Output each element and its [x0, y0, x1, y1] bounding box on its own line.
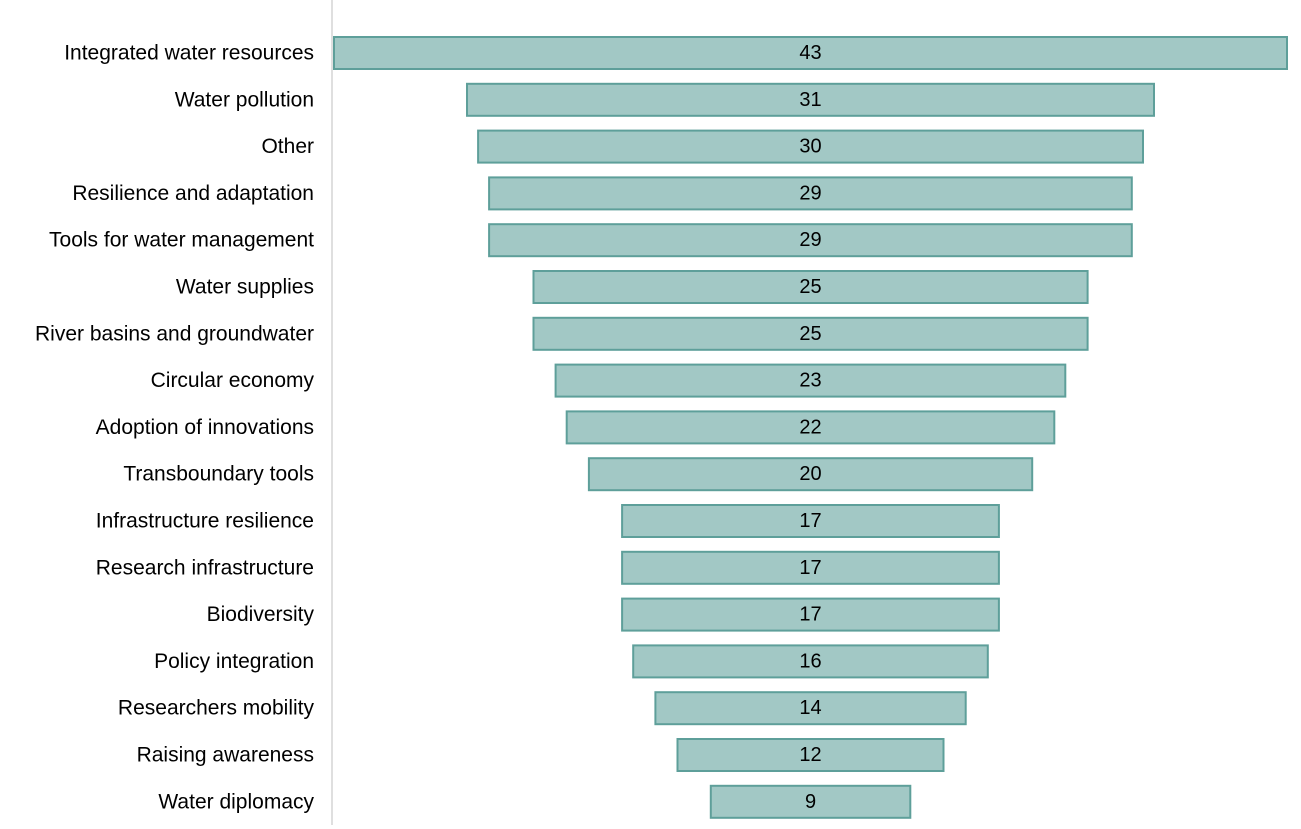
category-label: Researchers mobility — [118, 697, 315, 720]
bar-value-label: 16 — [799, 650, 821, 672]
category-label: Water diplomacy — [158, 790, 314, 813]
category-label: Tools for water management — [49, 229, 314, 252]
category-label: Policy integration — [154, 650, 314, 673]
category-label: Raising awareness — [137, 744, 314, 767]
bar — [532, 316, 1089, 351]
bar-value-label: 25 — [799, 323, 821, 345]
category-label: Resilience and adaptation — [72, 182, 314, 205]
bar-value-label: 43 — [799, 42, 821, 64]
bar — [632, 644, 989, 679]
category-label: Research infrastructure — [96, 556, 314, 579]
category-label: Other — [261, 135, 314, 158]
bar — [333, 36, 1288, 70]
bar-value-label: 31 — [799, 89, 821, 111]
category-label: Biodiversity — [207, 603, 315, 626]
category-label: River basins and groundwater — [35, 322, 314, 345]
category-label: Circular economy — [151, 369, 315, 392]
bar — [654, 691, 967, 726]
bar — [621, 550, 1000, 585]
bar — [587, 457, 1034, 492]
bar-value-label: 20 — [799, 463, 821, 485]
bar-value-label: 25 — [799, 276, 821, 298]
bar — [532, 270, 1089, 304]
category-label: Infrastructure resilience — [96, 510, 314, 533]
bar — [488, 223, 1133, 258]
category-label: Integrated water resources — [64, 42, 314, 65]
bars-layer: 43 31 30 29 29 25 25 23 22 20 17 17 17 16 14 12 9 — [333, 36, 1288, 819]
bar — [621, 504, 1000, 538]
category-label: Water pollution — [175, 88, 314, 111]
bar-value-label: 17 — [799, 557, 821, 579]
bar-value-label: 29 — [799, 182, 821, 204]
bar — [621, 597, 1000, 632]
bar — [676, 738, 945, 772]
bar-value-label: 29 — [799, 229, 821, 251]
bar-value-label: 23 — [799, 370, 821, 392]
bar-value-label: 17 — [799, 510, 821, 532]
bar — [554, 363, 1067, 398]
bar-value-label: 12 — [799, 744, 821, 766]
bar-value-label: 14 — [799, 697, 821, 719]
bar-value-label: 30 — [799, 136, 821, 158]
bar — [488, 176, 1133, 211]
category-label: Adoption of innovations — [96, 416, 314, 439]
bar-value-label: 17 — [799, 604, 821, 626]
bar — [477, 129, 1145, 164]
bar — [709, 784, 912, 819]
bar-value-label: 9 — [805, 791, 816, 813]
bar — [466, 82, 1155, 117]
bar-value-label: 22 — [799, 416, 821, 438]
bar — [565, 410, 1056, 445]
category-label: Water supplies — [176, 276, 314, 299]
category-labels: Integrated water resources Water pollutio… — [35, 42, 314, 814]
category-label: Transboundary tools — [123, 463, 314, 486]
